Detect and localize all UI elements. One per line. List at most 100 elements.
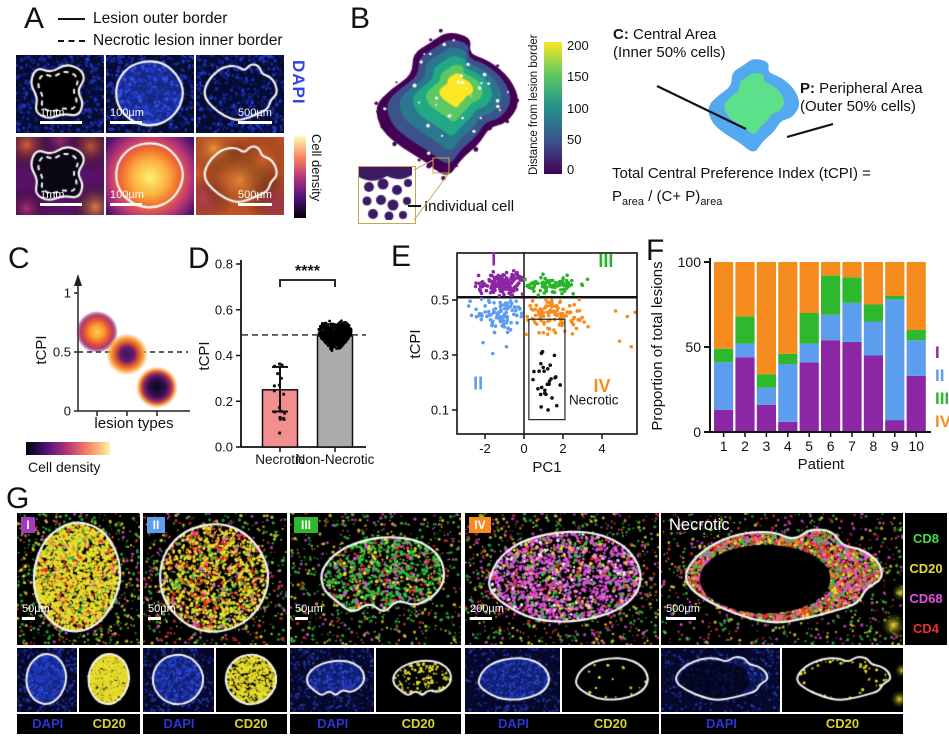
central-peripheral-diagram <box>708 59 800 152</box>
scale-bar: 50µm <box>22 604 50 620</box>
individual-cell-label: Individual cell <box>424 198 515 215</box>
panel-e-label: E <box>391 240 412 273</box>
colorbar-tick: 150 <box>567 69 589 84</box>
svg-text:tCPI: tCPI <box>407 329 424 358</box>
svg-text:III: III <box>598 251 613 271</box>
chart-tcpi-lesion-types: 0 0.5 1 lesion types tCPI Cell density <box>26 274 190 475</box>
scale-bar: 500µm <box>666 604 700 620</box>
legend-inner-border: Necrotic lesion inner border <box>58 32 283 50</box>
svg-text:****: **** <box>295 263 321 280</box>
colorbar-tick: 100 <box>567 101 589 116</box>
svg-text:1: 1 <box>720 438 728 454</box>
type3-badge: III <box>294 517 318 533</box>
cd20-legend: CD20 <box>909 561 943 576</box>
if-image-type2 <box>143 513 287 645</box>
cell-density-colorbar <box>294 136 306 218</box>
svg-text:Non-Necrotic: Non-Necrotic <box>296 452 375 467</box>
cd20-inset-type4 <box>562 648 659 712</box>
svg-text:0.5: 0.5 <box>53 345 71 360</box>
cd20-inset-type3 <box>376 648 461 712</box>
svg-text:2: 2 <box>559 441 566 456</box>
svg-text:0: 0 <box>693 424 701 440</box>
colorbar-tick: 50 <box>567 132 582 147</box>
svg-text:10: 10 <box>908 438 924 454</box>
panel-g-label: G <box>6 482 30 515</box>
svg-text:tCPI: tCPI <box>33 335 50 364</box>
scale-bar: 50µm <box>148 604 176 620</box>
svg-text:I: I <box>935 343 940 362</box>
svg-text:0: 0 <box>520 441 527 456</box>
panel-f-label: F <box>646 234 665 267</box>
scale-bar: 50µm <box>295 604 323 620</box>
svg-text:50: 50 <box>685 339 701 355</box>
svg-text:III: III <box>935 389 949 408</box>
scale-bar: 500µm <box>238 190 272 206</box>
colorbar-tick: 0 <box>567 162 575 177</box>
channel-strip-necrotic: DAPI CD20 <box>661 714 903 734</box>
cd68-legend: CD68 <box>909 591 943 606</box>
scale-bar: 500µm <box>238 108 272 124</box>
svg-text:Necrotic: Necrotic <box>255 452 305 467</box>
colorbar-tick: 200 <box>567 38 589 53</box>
panel-d-label: D <box>188 242 210 275</box>
svg-text:tCPI: tCPI <box>196 341 213 370</box>
tcpi-formula-line1: Total Central Preference Index (tCPI) = <box>612 165 871 182</box>
svg-text:7: 7 <box>848 438 856 454</box>
svg-text:8: 8 <box>870 438 878 454</box>
svg-text:I: I <box>491 250 496 270</box>
svg-text:5: 5 <box>805 438 813 454</box>
channel-strip-type1: DAPI CD20 <box>17 714 140 734</box>
svg-text:2: 2 <box>741 438 749 454</box>
density-image-round <box>106 137 194 215</box>
svg-text:0.5: 0.5 <box>431 293 449 308</box>
svg-text:IV: IV <box>593 376 610 396</box>
dapi-image-necrotic <box>16 55 104 133</box>
svg-text:II: II <box>473 373 483 393</box>
channel-strip-type2: DAPI CD20 <box>143 714 287 734</box>
svg-text:0.0: 0.0 <box>215 440 233 455</box>
tcpi-formula-line2: Parea / (C+ P)area <box>612 188 723 208</box>
dapi-inset-type2 <box>143 648 214 712</box>
if-image-type4 <box>465 513 659 645</box>
svg-text:100: 100 <box>678 254 702 270</box>
type4-badge: IV <box>469 517 491 533</box>
cd20-inset-type1 <box>79 648 140 712</box>
svg-text:Patient: Patient <box>798 456 846 473</box>
panel-c-label: C <box>8 242 30 275</box>
legend-outer-border-label: Lesion outer border <box>93 10 228 27</box>
dapi-inset-type1 <box>17 648 77 712</box>
panel-a-label: A <box>24 2 45 35</box>
svg-text:0.8: 0.8 <box>215 257 233 272</box>
density-image-lumpy <box>196 137 284 215</box>
svg-text:II: II <box>935 366 944 385</box>
legend-outer-border: Lesion outer border <box>58 10 227 28</box>
if-image-type1 <box>17 513 140 645</box>
svg-text:6: 6 <box>827 438 835 454</box>
svg-text:9: 9 <box>891 438 899 454</box>
svg-text:4: 4 <box>598 441 605 456</box>
dapi-inset-type3 <box>290 648 374 712</box>
density-image-necrotic <box>16 137 104 215</box>
cd20-inset-necrotic <box>782 648 903 712</box>
svg-text:0.1: 0.1 <box>431 403 449 418</box>
solid-line-icon <box>58 17 85 20</box>
individual-cell-inset-image <box>359 167 412 220</box>
marker-legend: CD8 CD20 CD68 CD4 <box>905 513 947 645</box>
svg-text:Necrotic: Necrotic <box>569 393 619 408</box>
type2-badge: II <box>147 517 165 533</box>
svg-text:1: 1 <box>64 286 71 301</box>
channel-strip-type3: DAPI CD20 <box>290 714 461 734</box>
central-area-sub: (Inner 50% cells) <box>613 44 726 61</box>
svg-text:4: 4 <box>784 438 792 454</box>
svg-text:Proportion of total lesions: Proportion of total lesions <box>649 261 666 430</box>
cd8-legend: CD8 <box>912 531 939 546</box>
cell-density-label: Cell density <box>309 134 324 202</box>
dashed-line-icon <box>58 39 85 42</box>
dapi-image-round <box>106 55 194 133</box>
svg-text:lesion types: lesion types <box>94 415 173 432</box>
scale-bar: 100µm <box>110 108 144 124</box>
